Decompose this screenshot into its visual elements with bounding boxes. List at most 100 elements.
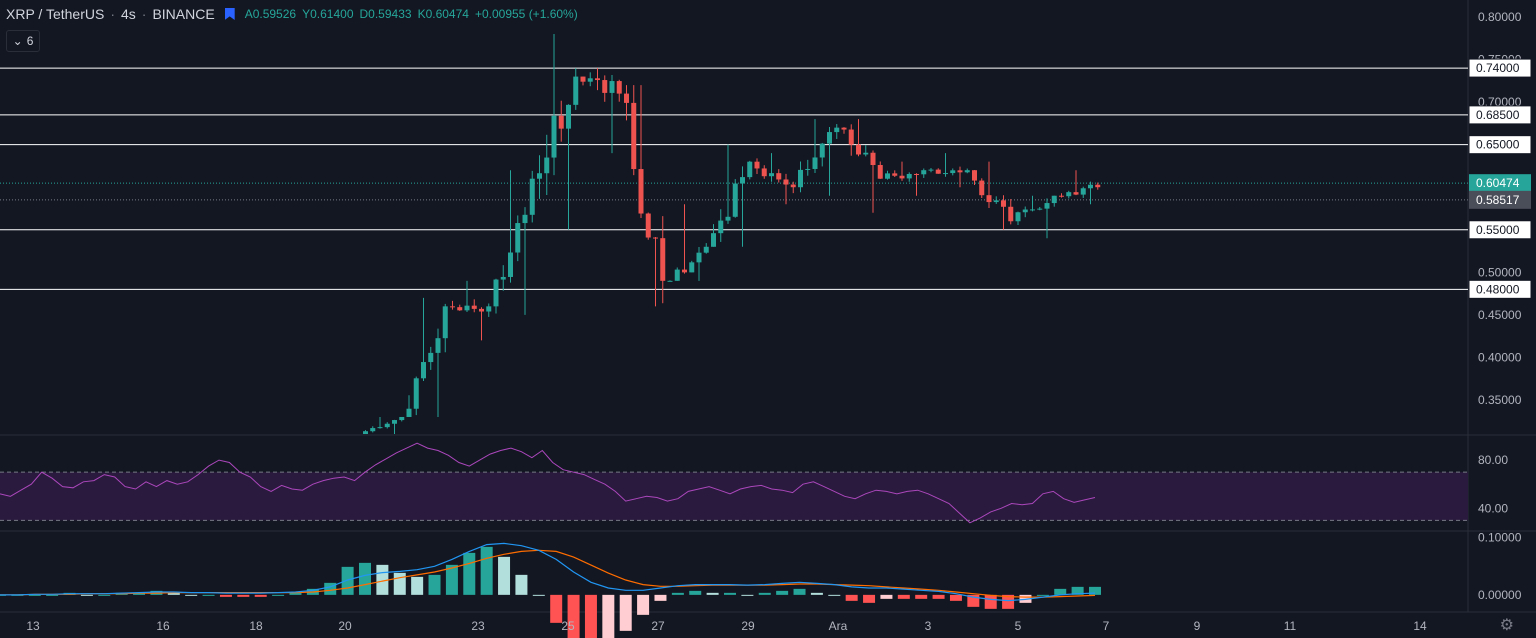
candle-body [624,93,629,103]
low-label: D [359,7,369,21]
time-tick-label: 14 [1413,619,1427,633]
time-tick-label: 23 [471,619,485,633]
candle-body [1051,195,1057,204]
macd-hist-bar [810,592,823,595]
level-tag-label: 0.68500 [1476,108,1520,122]
high-label: Y [302,7,311,21]
candle-body [551,115,557,158]
candle-body [718,220,724,234]
candle-body [827,132,832,144]
macd-hist-bar [671,592,684,595]
candle-body [819,143,825,158]
time-tick-label: 27 [651,619,665,633]
candle-body [1030,209,1035,211]
candle-body [711,233,716,247]
candle-body [406,408,412,417]
candle-body [1001,200,1006,207]
candle-body [1073,192,1079,195]
candle-body [790,184,796,188]
candle-body [515,223,521,253]
macd-hist-bar [602,594,615,638]
candle-body [384,423,390,428]
close-label: K [417,7,426,21]
macd-hist-bar [897,594,910,599]
price-tick-label: 0.50000 [1478,265,1522,279]
rsi-band [0,472,1468,521]
candle-body [964,170,970,173]
macd-hist-bar [46,594,59,596]
candle-body [848,129,854,145]
candle-body [500,276,506,280]
candle-body [537,173,542,179]
ohlc-high: Y0.61400 [302,7,353,21]
macd-hist-bar [1089,586,1101,595]
price-tick-label: 0.35000 [1478,393,1522,407]
candle-body [674,269,680,281]
macd-hist-bar [98,594,111,596]
level-tag [1468,105,1532,125]
candle-body [493,279,499,307]
candle-body [943,173,948,175]
time-tick-label: 18 [249,619,263,633]
candle-body [442,306,448,339]
candle-body [928,169,934,171]
candle-body [725,216,731,221]
candle-body [631,102,637,170]
macd-hist-bar [567,594,580,638]
macd-hist-bar [1071,586,1084,595]
macd-hist-bar [845,594,858,601]
macd-hist-bar [393,572,406,595]
candles-group [363,34,1101,434]
macd-hist-bar [637,594,650,615]
symbol-title[interactable]: XRP / TetherUS [6,6,105,22]
macd-hist-bar [1036,594,1049,596]
time-tick-label: 11 [1284,619,1297,633]
level-tag-label: 0.55000 [1476,223,1520,237]
candle-body [609,81,615,93]
macd-hist-bar [202,594,215,596]
candle-body [732,183,738,217]
prev-close-label: 0.58517 [1476,193,1520,207]
candle-body [783,179,789,185]
macd-hist-bar [411,576,424,595]
time-tick-label: 25 [561,619,575,633]
low-value: 0.59433 [368,7,412,21]
prev-close-tag [1469,190,1531,209]
macd-hist-bar [1054,588,1067,595]
candle-body [1059,195,1064,197]
candle-body [899,175,905,179]
macd-hist-bar [932,594,945,599]
interval-label[interactable]: 4s [120,6,136,22]
time-tick-label: 20 [338,619,352,633]
candle-body [696,252,702,263]
candle-body [776,173,782,180]
candle-body [885,173,890,179]
exchange-label: BINANCE [152,6,215,22]
candle-body [1022,209,1028,213]
level-tag-label: 0.48000 [1476,282,1520,296]
macd-tick-label: 0.10000 [1478,531,1522,545]
macd-hist-bar [289,592,302,595]
macd-hist-bar [480,546,493,595]
candle-body [457,307,463,311]
collapse-count: 6 [26,34,34,48]
time-tick-label: 3 [925,619,932,633]
macd-hist-bar [724,592,736,595]
candle-body [399,416,405,421]
flag-icon[interactable] [224,8,235,20]
macd-hist-bar [237,594,250,597]
macd-hist-bar [863,594,876,603]
macd-tick-label: 0.00000 [1478,588,1522,602]
macd-hist-bar [619,594,632,631]
candle-body [1095,184,1101,188]
candle-body [508,252,513,277]
candle-body [471,305,477,309]
indicators-collapse-button[interactable]: ⌄ 6 [6,30,40,52]
candle-body [413,378,419,409]
macd-hist-bar [776,590,789,595]
candle-body [957,170,963,173]
candle-body [653,237,658,239]
gear-icon[interactable]: ⚙ [1499,617,1514,634]
candle-body [950,170,956,174]
